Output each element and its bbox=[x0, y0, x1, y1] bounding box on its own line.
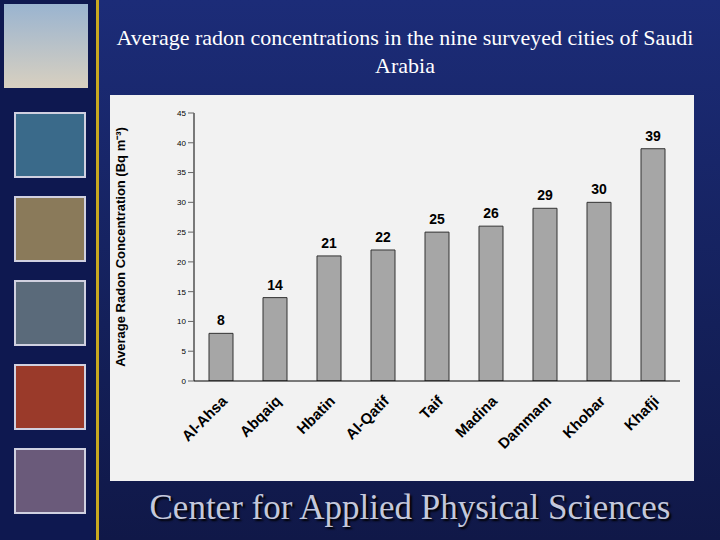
svg-text:10: 10 bbox=[177, 317, 186, 326]
svg-text:40: 40 bbox=[177, 139, 186, 148]
svg-text:Madina: Madina bbox=[452, 392, 501, 441]
svg-text:26: 26 bbox=[483, 205, 499, 221]
svg-text:5: 5 bbox=[182, 347, 187, 356]
svg-text:20: 20 bbox=[177, 258, 186, 267]
svg-text:25: 25 bbox=[429, 211, 445, 227]
svg-text:45: 45 bbox=[177, 109, 186, 118]
svg-text:Average Radon Concentration (B: Average Radon Concentration (Bq m⁻³) bbox=[113, 127, 128, 367]
svg-text:Abqaiq: Abqaiq bbox=[236, 392, 284, 440]
svg-text:29: 29 bbox=[537, 187, 553, 203]
svg-text:Hbatin: Hbatin bbox=[293, 392, 338, 437]
svg-text:15: 15 bbox=[177, 288, 186, 297]
svg-text:22: 22 bbox=[375, 229, 391, 245]
svg-text:Al-Ahsa: Al-Ahsa bbox=[178, 392, 231, 445]
svg-text:30: 30 bbox=[591, 181, 607, 197]
svg-text:0: 0 bbox=[182, 377, 187, 386]
svg-text:30: 30 bbox=[177, 198, 186, 207]
svg-text:21: 21 bbox=[321, 235, 337, 251]
svg-text:Taif: Taif bbox=[416, 391, 447, 422]
svg-text:35: 35 bbox=[177, 168, 186, 177]
svg-text:14: 14 bbox=[267, 277, 283, 293]
svg-text:8: 8 bbox=[217, 312, 225, 328]
svg-text:39: 39 bbox=[645, 128, 661, 144]
svg-text:Khobar: Khobar bbox=[559, 392, 608, 441]
svg-text:Dammam: Dammam bbox=[494, 392, 554, 452]
html-text:Average radon concentrations i: Average radon concentrations in the nine… bbox=[116, 25, 694, 78]
svg-text:Al-Qatif: Al-Qatif bbox=[342, 391, 393, 442]
html-text:Center for Applied Physical Sc: Center for Applied Physical Sciences bbox=[149, 488, 671, 527]
svg-text:25: 25 bbox=[177, 228, 186, 237]
svg-text:Khafji: Khafji bbox=[621, 392, 662, 433]
